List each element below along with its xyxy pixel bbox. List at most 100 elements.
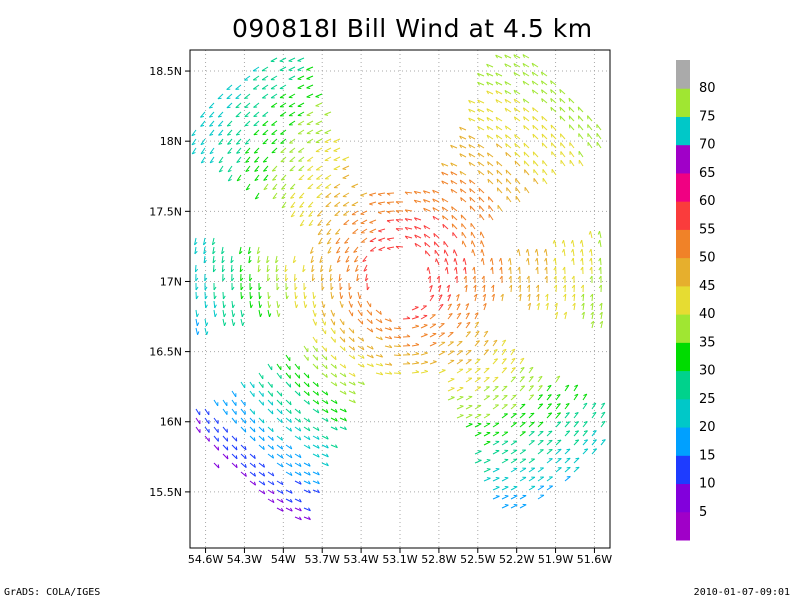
wind-vector bbox=[289, 147, 296, 153]
wind-vector bbox=[423, 233, 431, 239]
wind-vector bbox=[204, 327, 209, 335]
wind-vector bbox=[315, 120, 323, 126]
wind-vector bbox=[321, 435, 329, 440]
wind-vector bbox=[434, 249, 440, 257]
wind-vector bbox=[262, 138, 269, 145]
wind-vector bbox=[420, 314, 428, 320]
wind-vector bbox=[473, 284, 477, 293]
wind-vector bbox=[393, 352, 402, 357]
wind-vector bbox=[276, 309, 281, 317]
wind-vector bbox=[486, 134, 494, 140]
wind-vector bbox=[513, 63, 521, 68]
wind-vector bbox=[429, 284, 433, 293]
wind-vector bbox=[423, 199, 431, 203]
wind-vector bbox=[570, 248, 575, 257]
wind-vector bbox=[316, 210, 323, 217]
wind-vector bbox=[474, 312, 479, 320]
wind-vector bbox=[587, 141, 593, 149]
wind-vector bbox=[231, 399, 237, 407]
wind-vector bbox=[279, 66, 287, 72]
wind-vector bbox=[510, 357, 516, 365]
wind-vector bbox=[348, 354, 356, 360]
wind-vector bbox=[303, 507, 311, 512]
colorbar-label: 5 bbox=[699, 505, 707, 520]
wind-vector bbox=[596, 124, 602, 131]
wind-vector bbox=[528, 458, 535, 464]
wind-vector bbox=[275, 255, 279, 264]
wind-vector bbox=[335, 237, 341, 245]
wind-vector bbox=[244, 111, 251, 118]
wind-vector bbox=[578, 159, 584, 167]
wind-vector bbox=[226, 129, 233, 136]
wind-vector bbox=[254, 165, 260, 172]
wind-vector bbox=[218, 165, 224, 173]
wind-vector bbox=[587, 133, 593, 140]
chart-title-text: 090818I Bill Wind at 4.5 km bbox=[232, 14, 593, 43]
wind-vector bbox=[501, 504, 509, 509]
wind-vector bbox=[276, 372, 282, 379]
wind-vector bbox=[285, 399, 292, 406]
wind-vector bbox=[432, 198, 440, 203]
x-axis-ticks: 54.6W 54.3W 54W 53.7W 53.4W 53.1W 52.8W 52.5W 52… bbox=[188, 548, 612, 566]
wind-vector bbox=[582, 393, 588, 401]
wind-vector bbox=[288, 66, 296, 72]
wind-vector bbox=[236, 147, 242, 154]
colorbar-swatch bbox=[676, 370, 690, 400]
wind-vector bbox=[532, 116, 539, 122]
wind-vector bbox=[285, 444, 293, 450]
wind-vector bbox=[492, 358, 499, 365]
wind-vector bbox=[526, 275, 530, 284]
wind-vector bbox=[487, 196, 494, 203]
wind-vector bbox=[320, 264, 324, 273]
wind-vector bbox=[343, 210, 350, 216]
wind-vector bbox=[285, 489, 293, 494]
wind-vector bbox=[333, 147, 341, 152]
wind-vector bbox=[348, 309, 354, 317]
wind-vector bbox=[248, 255, 252, 264]
wind-vector bbox=[335, 228, 341, 235]
wind-vector bbox=[227, 174, 233, 182]
wind-vector bbox=[235, 93, 242, 100]
wind-vector bbox=[363, 264, 368, 272]
wind-vector bbox=[244, 75, 251, 81]
wind-vector bbox=[523, 125, 530, 131]
x-tick-label: 52.5W bbox=[460, 553, 495, 566]
wind-vector bbox=[258, 309, 263, 318]
wind-vector bbox=[486, 72, 494, 77]
wind-vector bbox=[351, 183, 359, 188]
wind-vector bbox=[481, 275, 485, 284]
wind-vector bbox=[578, 150, 584, 158]
wind-vector bbox=[202, 237, 207, 246]
wind-vector bbox=[357, 336, 365, 342]
wind-vector bbox=[249, 480, 257, 486]
wind-vector bbox=[258, 426, 265, 433]
wind-vector bbox=[411, 342, 420, 347]
wind-vector bbox=[271, 120, 278, 126]
wind-vector bbox=[533, 160, 539, 167]
wind-vector bbox=[321, 345, 327, 352]
wind-vector bbox=[294, 507, 302, 512]
wind-vector bbox=[276, 273, 280, 282]
wind-vector bbox=[271, 129, 278, 135]
wind-vector bbox=[230, 255, 234, 264]
wind-vector bbox=[519, 376, 525, 383]
wind-vector bbox=[386, 210, 395, 214]
colorbar-swatch bbox=[676, 257, 690, 287]
wind-vector bbox=[384, 318, 392, 323]
wind-vector bbox=[378, 228, 386, 233]
wind-vector bbox=[420, 333, 428, 338]
wind-vector bbox=[240, 381, 246, 389]
wind-vector bbox=[276, 489, 284, 494]
colorbar-label: 20 bbox=[699, 420, 716, 435]
wind-vector bbox=[477, 72, 485, 77]
wind-vector bbox=[420, 360, 428, 365]
wind-vector bbox=[443, 241, 449, 248]
wind-vector bbox=[441, 206, 449, 212]
wind-vector bbox=[369, 237, 377, 243]
y-tick-label: 18N bbox=[160, 135, 182, 148]
wind-vector bbox=[393, 335, 402, 339]
wind-vector bbox=[290, 201, 296, 209]
wind-vector bbox=[317, 219, 323, 226]
wind-vector bbox=[563, 293, 567, 302]
wind-vector bbox=[212, 246, 216, 255]
